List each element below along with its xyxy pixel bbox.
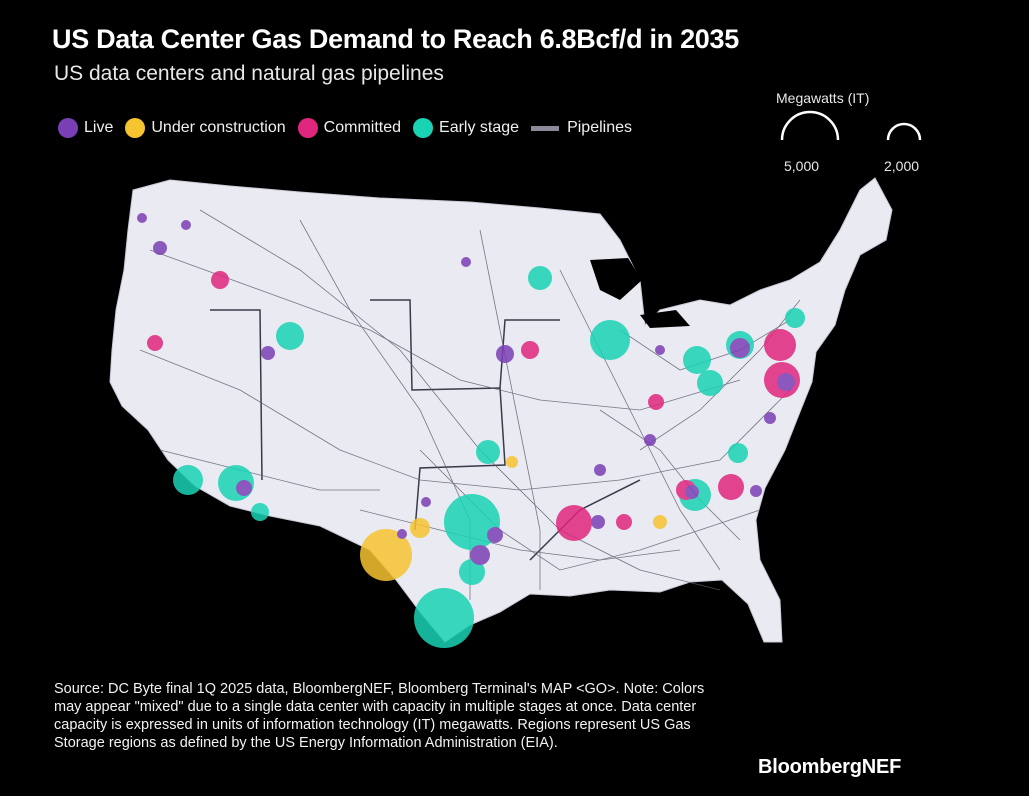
data-center-bubble	[728, 443, 748, 463]
legend-item-pipelines: Pipelines	[531, 119, 632, 137]
data-center-bubble	[137, 213, 147, 223]
size-arcs-icon	[780, 110, 922, 141]
data-center-bubble	[590, 320, 630, 360]
size-legend-large-label: 5,000	[784, 158, 820, 174]
data-center-bubble	[644, 434, 656, 446]
size-legend-small-label: 2,000	[884, 158, 920, 174]
legend-label: Pipelines	[567, 119, 632, 136]
data-center-bubble	[276, 322, 304, 350]
brand-logo: BloombergNEF	[758, 756, 902, 778]
data-center-bubble	[397, 529, 407, 539]
data-center-bubble	[655, 345, 665, 355]
chart-title: US Data Center Gas Demand to Reach 6.8Bc…	[52, 24, 739, 54]
data-center-bubble	[173, 465, 203, 495]
legend-item-committed: Committed	[297, 118, 402, 138]
data-center-bubble	[251, 503, 269, 521]
data-center-bubble	[594, 464, 606, 476]
data-center-bubble	[496, 345, 514, 363]
data-center-bubble	[360, 529, 412, 581]
data-center-bubble	[764, 412, 776, 424]
under-construction-swatch-icon	[125, 118, 146, 138]
data-center-bubble	[521, 341, 539, 359]
legend-label: Under construction	[151, 119, 286, 136]
legend-item-live: Live	[58, 118, 113, 138]
data-center-bubble	[506, 456, 518, 468]
data-center-bubble	[414, 588, 474, 648]
data-center-bubble	[147, 335, 163, 351]
legend-label: Live	[84, 119, 114, 136]
data-center-bubble	[261, 346, 275, 360]
data-center-bubble	[730, 338, 750, 358]
legend-label: Early stage	[439, 119, 520, 136]
data-center-bubble	[685, 485, 699, 499]
status-legend: Live Under construction Committed Early …	[58, 118, 644, 138]
data-center-bubble	[487, 527, 503, 543]
data-center-bubble	[236, 480, 252, 496]
data-center-bubble	[764, 329, 796, 361]
data-center-bubble	[591, 515, 605, 529]
data-center-bubble	[750, 485, 762, 497]
data-center-bubble	[181, 220, 191, 230]
early-stage-swatch-icon	[413, 118, 434, 138]
data-center-bubble	[648, 394, 664, 410]
data-center-bubble	[444, 494, 500, 550]
data-center-bubble	[528, 266, 552, 290]
data-center-bubble	[461, 257, 471, 267]
legend-item-under-construction: Under construction	[125, 118, 286, 138]
data-center-bubble	[211, 271, 229, 289]
chart-subtitle: US data centers and natural gas pipeline…	[54, 62, 444, 85]
pipeline-swatch-icon	[531, 125, 560, 131]
data-center-bubble	[421, 497, 431, 507]
size-legend: Megawatts (IT) 5,000 2,000	[760, 88, 950, 178]
data-center-bubble	[785, 308, 805, 328]
data-center-bubbles	[137, 213, 805, 648]
committed-swatch-icon	[297, 118, 318, 138]
data-center-bubble	[410, 518, 430, 538]
data-center-bubble	[556, 505, 592, 541]
data-center-bubble	[653, 515, 667, 529]
data-center-bubble	[459, 559, 485, 585]
data-center-bubble	[718, 474, 744, 500]
us-map	[109, 177, 893, 648]
live-swatch-icon	[58, 118, 78, 138]
legend-label: Committed	[323, 119, 402, 136]
data-center-bubble	[476, 440, 500, 464]
data-center-bubble	[683, 346, 711, 374]
great-lakes-shape	[590, 258, 712, 328]
data-center-bubble	[697, 370, 723, 396]
source-note: Source: DC Byte final 1Q 2025 data, Bloo…	[54, 681, 705, 751]
legend-item-early-stage: Early stage	[413, 118, 519, 138]
data-center-bubble	[616, 514, 632, 530]
data-center-bubble	[777, 373, 795, 391]
data-center-bubble	[153, 241, 167, 255]
data-center-bubble	[470, 545, 490, 565]
size-legend-title: Megawatts (IT)	[776, 90, 870, 106]
